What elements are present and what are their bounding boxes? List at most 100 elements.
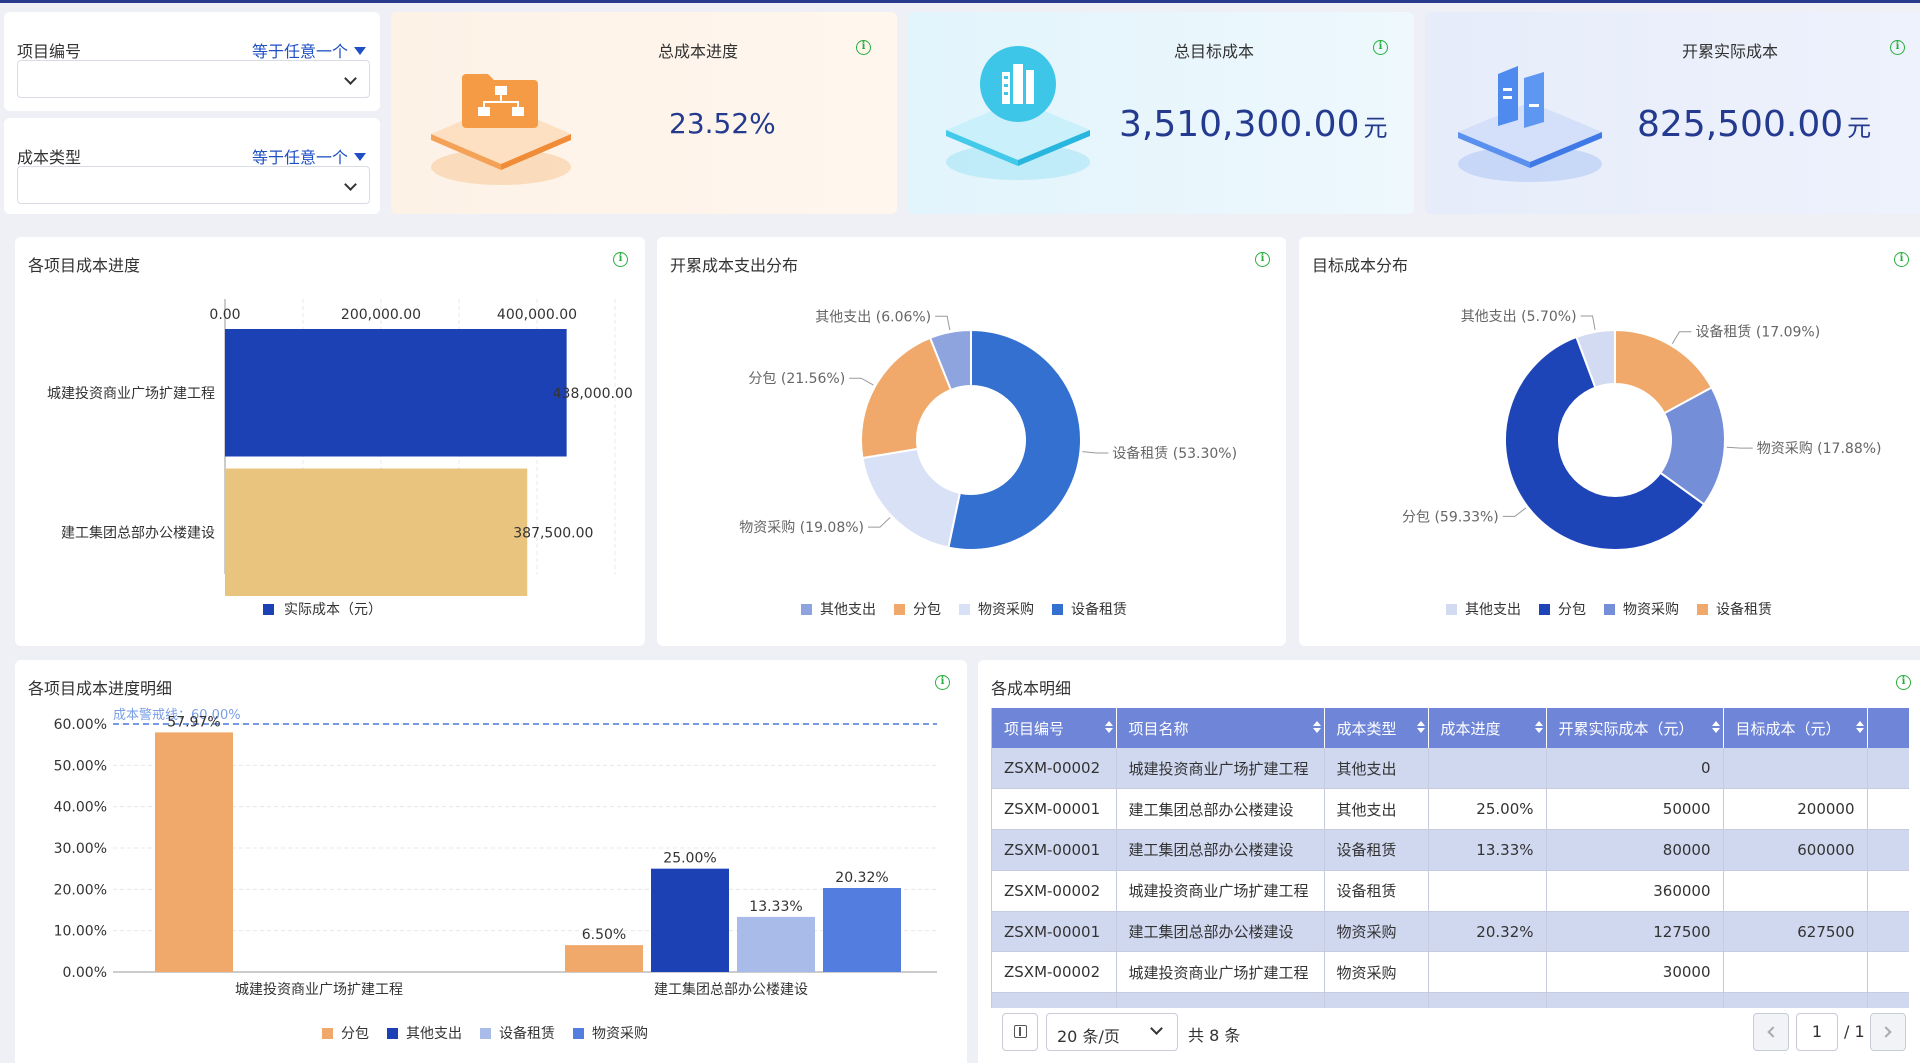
column-header[interactable]: 成本类型 [1324, 708, 1429, 748]
y-tick-label: 60.00% [54, 717, 107, 733]
category-label: 城建投资商业广场扩建工程 [235, 982, 403, 998]
total-count: 共 8 条 [1188, 1026, 1241, 1045]
kpi-title: 总成本进度 [658, 42, 739, 61]
table-cell: 城建投资商业广场扩建工程 [1116, 951, 1325, 994]
table-cell: ZSXM-00002 [992, 870, 1117, 912]
column-header-label: 项目名称 [1128, 719, 1189, 738]
column-header[interactable]: 项目编号 [992, 708, 1117, 748]
table-cell: ZSXM-00002 [992, 748, 1117, 790]
hbar-chart: 0.00 200,000.00 400,000.00 城建投资商业广场扩建工程 438,… [47, 299, 633, 618]
bar-value-label: 6.50% [582, 927, 626, 943]
category-label: 建工集团总部办公楼建设 [654, 981, 808, 998]
bar [225, 329, 567, 457]
kpi-card-target-cost: 总目标成本 i 3,510,300.00 元 [908, 12, 1414, 214]
y-tick-label: 0.00% [63, 965, 107, 981]
caret-down-icon [354, 153, 366, 161]
pie-slice [928, 328, 972, 392]
table-cell: 物资采购 [1324, 911, 1429, 953]
table-cell [1723, 992, 1868, 1008]
table-cell: 200000 [1723, 788, 1868, 831]
table-row[interactable]: ZSXM-00002 城建投资商业广场扩建工程 物资采购 30000 [992, 951, 1909, 994]
pie-chart-actual: 设备租赁 (53.30%) 物资采购 (19.08%) 分包 (21.56%) 其他支… [739, 309, 1237, 618]
table-cell: 30000 [1546, 951, 1724, 994]
total-pages: / 1 [1844, 1022, 1865, 1041]
column-header-label: 开累实际成本（元） [1558, 719, 1694, 738]
prev-page-button[interactable] [1753, 1013, 1789, 1051]
info-icon[interactable]: i [1896, 675, 1911, 690]
pie-slice-label: 设备租赁 (17.09%) [1695, 324, 1820, 341]
legend-label: 物资采购 [592, 1026, 648, 1042]
bar-value-label: 438,000.00 [553, 386, 633, 402]
table-cell [1428, 992, 1547, 1008]
pie-chart-actual-panel: 开累成本支出分布 i 设备租赁 (53.30%) 物资采购 (19.08%) 分包 … [657, 237, 1286, 646]
legend-swatch [322, 1028, 333, 1039]
page-size-select[interactable]: 20 条/页 [1046, 1013, 1178, 1051]
vbar-chart: 0.00% 10.00% 20.00% 30.00% 40.00% 50.00% 60.00… [54, 707, 937, 1042]
table-cell: ZSXM-00001 [992, 788, 1117, 831]
pie-slice-label: 设备租赁 (53.30%) [1112, 445, 1237, 462]
next-page-button[interactable] [1870, 1013, 1906, 1051]
chart-title: 开累成本支出分布 [670, 256, 799, 275]
column-header-label: 项目编号 [1004, 719, 1065, 738]
y-tick-label: 30.00% [54, 841, 107, 857]
pie-chart-target-panel: 目标成本分布 i 设备租赁 (17.09%) 物资采购 (17.88%) 分包 (5… [1299, 237, 1920, 646]
table-cell: 其他支出 [1324, 748, 1429, 790]
table-cell: 其他支出 [1324, 788, 1429, 831]
table-row[interactable] [992, 992, 1909, 1008]
table-row[interactable]: ZSXM-00002 城建投资商业广场扩建工程 设备租赁 360000 [992, 870, 1909, 912]
x-tick-label: 0.00 [209, 307, 240, 323]
cost-type-select[interactable] [17, 166, 370, 204]
legend-label: 物资采购 [978, 602, 1034, 618]
table-cell: 城建投资商业广场扩建工程 [1116, 748, 1325, 790]
pie-slice [947, 328, 1082, 551]
legend-swatch [801, 604, 812, 615]
info-icon[interactable]: i [613, 252, 628, 267]
legend-label: 分包 [341, 1026, 369, 1042]
category-label: 建工集团总部办公楼建设 [61, 524, 215, 541]
toggle-columns-button[interactable] [1002, 1013, 1038, 1051]
info-icon[interactable]: i [856, 40, 871, 55]
info-icon[interactable]: i [1255, 252, 1270, 267]
table-cell: 20.32% [1428, 911, 1547, 953]
column-header[interactable]: 项目名称 [1116, 708, 1325, 748]
legend-label: 其他支出 [820, 602, 876, 618]
table-cell: 建工集团总部办公楼建设 [1116, 829, 1325, 871]
cost-detail-table: 项目编号 项目名称 成本类型 成本进度 开累实际成本（元） 目标成本（元） ZSXM-00… [991, 708, 1909, 1008]
table-cell-spacer [1867, 911, 1909, 953]
page-number-input[interactable]: 1 [1796, 1013, 1838, 1051]
info-icon[interactable]: i [1890, 40, 1905, 55]
project-code-select[interactable] [17, 60, 370, 98]
table-row[interactable]: ZSXM-00001 建工集团总部办公楼建设 设备租赁 13.33% 80000 6000… [992, 829, 1909, 871]
info-icon[interactable]: i [1373, 40, 1388, 55]
info-icon[interactable]: i [935, 675, 950, 690]
column-header[interactable]: 目标成本（元） [1723, 708, 1868, 748]
pie-leader-line [1580, 315, 1596, 330]
bar-value-label: 13.33% [749, 899, 802, 915]
pie-slice-label: 分包 (21.56%) [748, 371, 845, 387]
table-row[interactable]: ZSXM-00001 建工集团总部办公楼建设 物资采购 20.32% 127500 627… [992, 911, 1909, 953]
column-header-spacer [1867, 708, 1909, 748]
cost-detail-table-panel: 各成本明细 i 项目编号 项目名称 成本类型 成本进度 开累实际成本（元） 目标成本（元）… [978, 660, 1920, 1063]
column-header[interactable]: 成本进度 [1428, 708, 1547, 748]
column-header[interactable]: 开累实际成本（元） [1546, 708, 1724, 748]
legend-label: 设备租赁 [1716, 601, 1772, 618]
legend-swatch [1052, 604, 1063, 615]
y-tick-label: 50.00% [54, 758, 107, 774]
table-cell: 建工集团总部办公楼建设 [1116, 911, 1325, 953]
table-row[interactable]: ZSXM-00001 建工集团总部办公楼建设 其他支出 25.00% 50000 2000… [992, 788, 1909, 831]
kpi-value: 3,510,300.00 元 [1119, 104, 1388, 145]
filter-operator-dropdown[interactable]: 等于任意一个 [252, 144, 366, 168]
legend-label: 设备租赁 [1071, 601, 1127, 618]
chart-title: 目标成本分布 [1312, 256, 1409, 275]
filter-operator-dropdown[interactable]: 等于任意一个 [252, 38, 366, 62]
y-tick-label: 20.00% [54, 882, 107, 898]
info-icon[interactable]: i [1894, 252, 1909, 267]
pie-slice [860, 336, 953, 460]
kpi-value: 23.52% [669, 107, 776, 140]
table-cell: 设备租赁 [1324, 870, 1429, 912]
y-tick-label: 40.00% [54, 800, 107, 816]
chart-title: 各项目成本进度 [28, 256, 141, 275]
legend-swatch [1446, 604, 1457, 615]
filter-project-code: 项目编号 等于任意一个 [4, 12, 380, 111]
table-row[interactable]: ZSXM-00002 城建投资商业广场扩建工程 其他支出 0 [992, 748, 1909, 790]
